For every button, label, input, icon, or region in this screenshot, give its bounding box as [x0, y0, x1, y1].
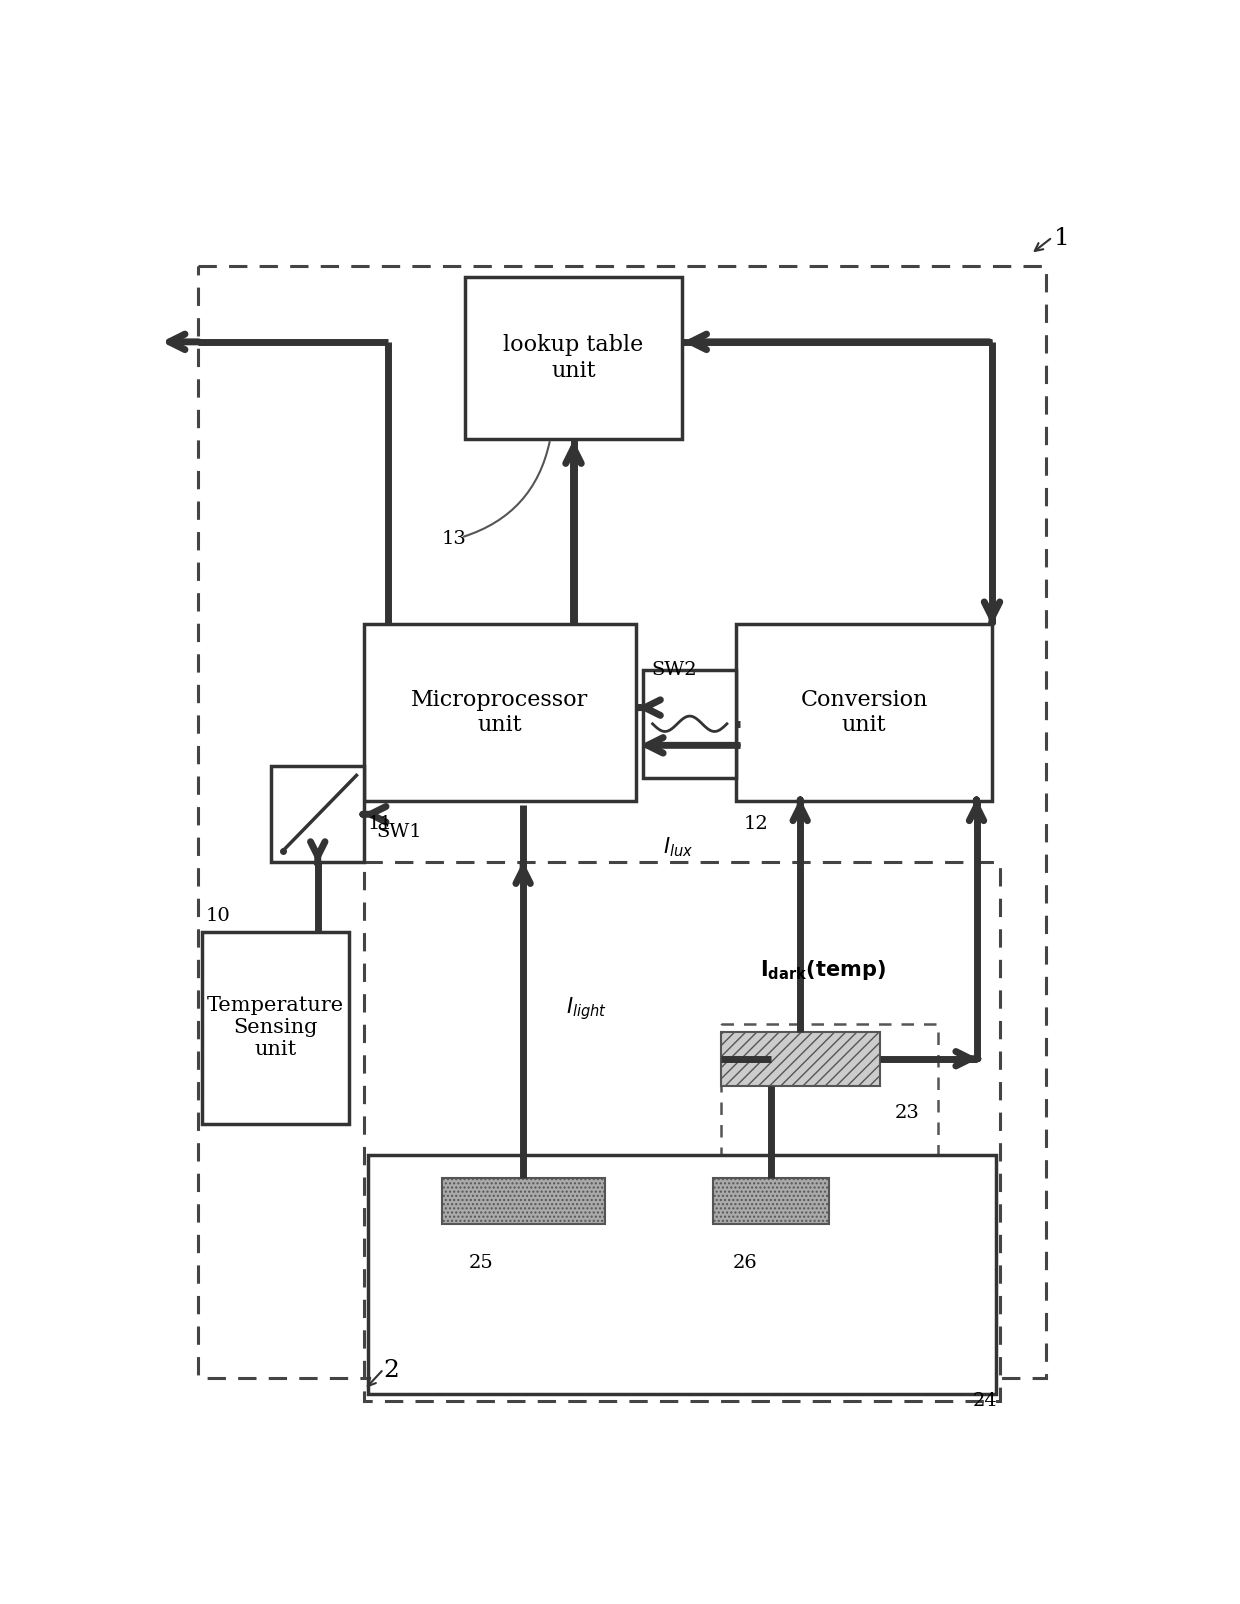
Bar: [365, 624, 635, 800]
Bar: [272, 767, 365, 863]
Bar: [441, 1177, 605, 1224]
Text: 12: 12: [744, 815, 769, 832]
Bar: [197, 266, 1047, 1378]
Text: Microprocessor
unit: Microprocessor unit: [412, 688, 589, 736]
Text: 10: 10: [206, 908, 231, 926]
Text: $I_{light}$: $I_{light}$: [565, 994, 606, 1022]
Bar: [201, 932, 348, 1124]
Bar: [365, 863, 999, 1402]
Text: $\mathbf{I_{dark}(temp)}$: $\mathbf{I_{dark}(temp)}$: [759, 958, 885, 982]
Bar: [465, 277, 682, 439]
Text: 25: 25: [469, 1254, 494, 1272]
Bar: [713, 1177, 830, 1224]
Text: Conversion
unit: Conversion unit: [801, 688, 928, 736]
Text: 1: 1: [1054, 228, 1070, 250]
Bar: [720, 1023, 937, 1201]
Text: 2: 2: [383, 1359, 399, 1383]
Text: 24: 24: [972, 1392, 997, 1410]
Text: Temperature
Sensing
unit: Temperature Sensing unit: [207, 996, 343, 1059]
Text: $I_{lux}$: $I_{lux}$: [662, 836, 693, 858]
Bar: [737, 624, 992, 800]
Bar: [720, 1031, 879, 1086]
Text: 11: 11: [368, 815, 393, 832]
Text: 26: 26: [733, 1254, 758, 1272]
Text: 13: 13: [441, 529, 466, 549]
Bar: [368, 1155, 996, 1394]
Text: SW2: SW2: [651, 661, 697, 678]
Text: SW1: SW1: [376, 823, 422, 840]
Bar: [644, 670, 737, 778]
Text: 23: 23: [895, 1104, 920, 1121]
Text: lookup table
unit: lookup table unit: [503, 334, 644, 382]
